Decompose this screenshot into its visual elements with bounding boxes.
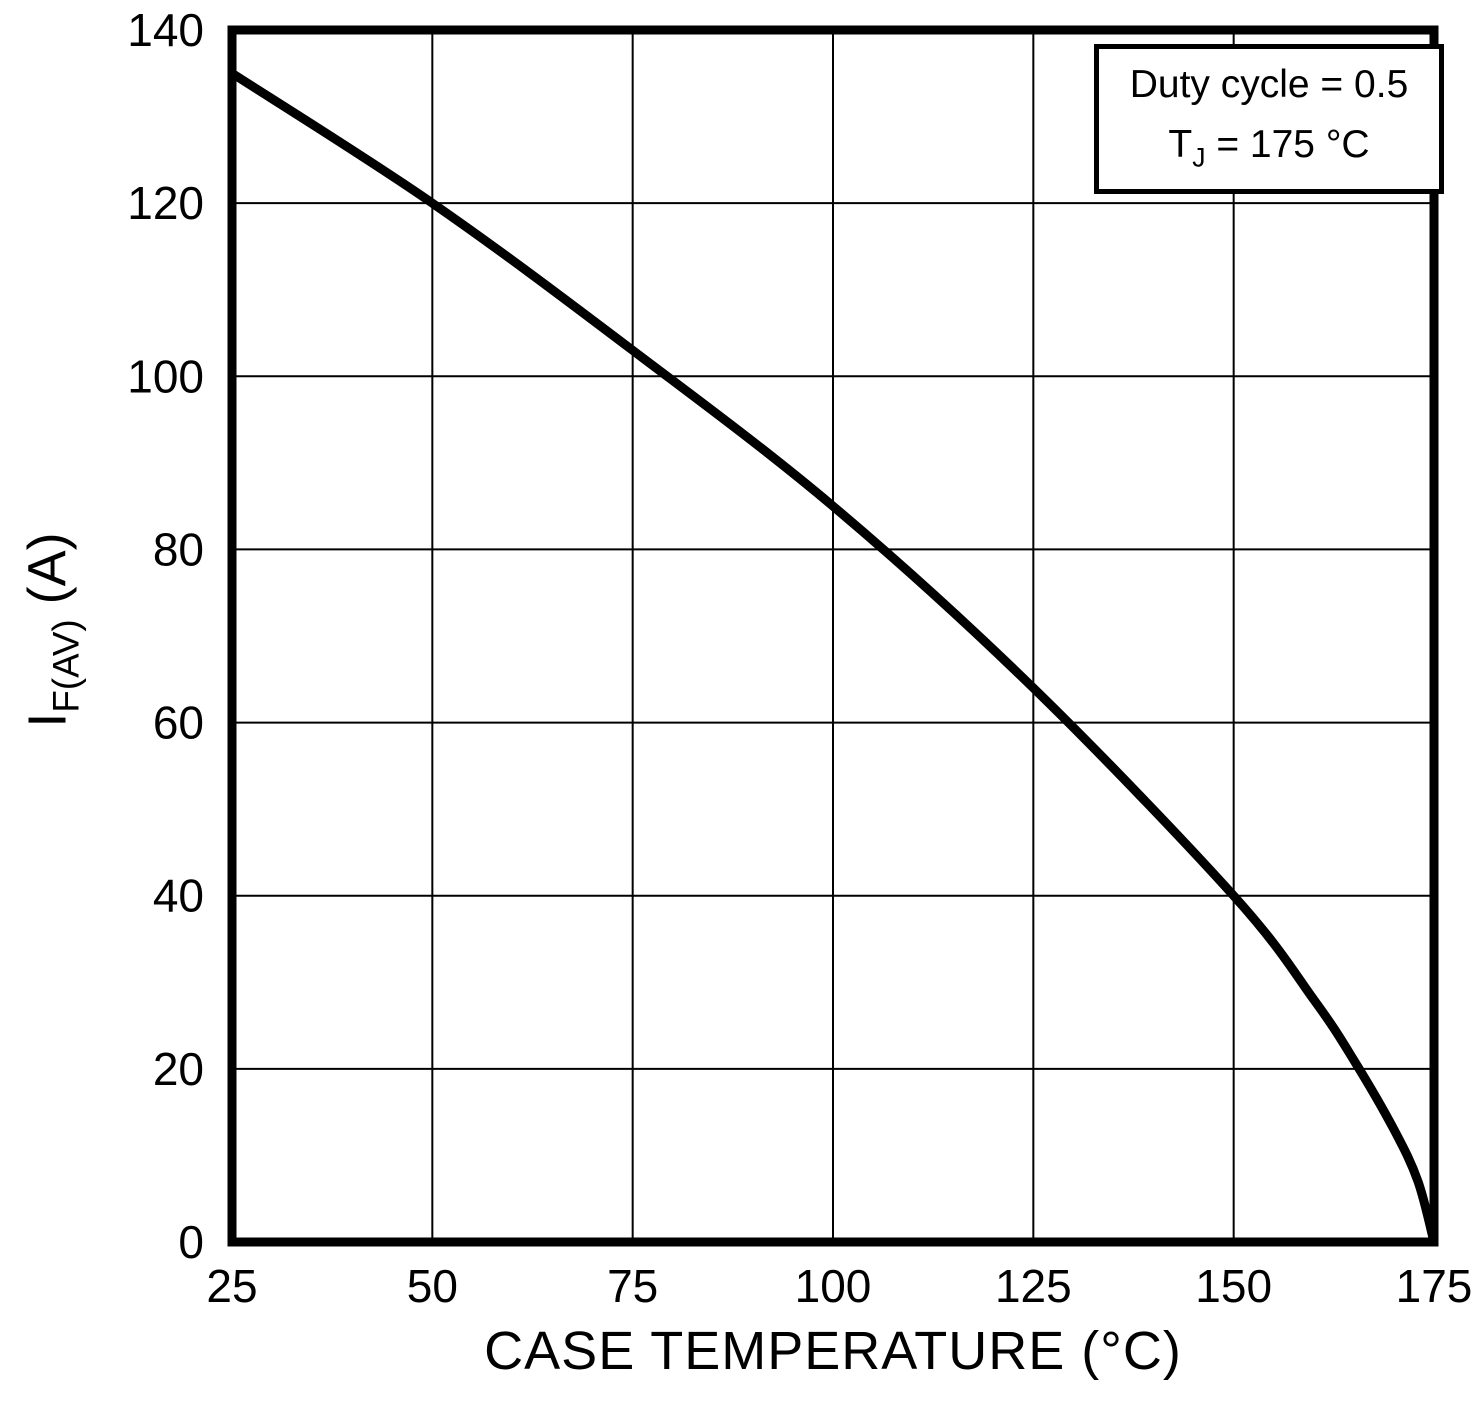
y-tick-label: 100 [127,350,204,402]
x-tick-label: 175 [1396,1260,1473,1312]
y-tick-label: 140 [127,4,204,56]
y-axis-title: IF(AV) (A) [17,532,88,727]
x-tick-label: 150 [1195,1260,1272,1312]
x-tick-label: 25 [206,1260,257,1312]
x-tick-label: 75 [607,1260,658,1312]
y-tick-label: 120 [127,177,204,229]
y-tick-label: 20 [153,1043,204,1095]
y-tick-label: 60 [153,697,204,749]
conditions-annotation-box: Duty cycle = 0.5 TJ = 175 °C [1094,44,1444,194]
y-axis-title-units: (A) [17,532,78,620]
annotation-junction-temp: TJ = 175 °C [1168,123,1370,173]
y-axis-title-symbol: I [17,712,78,728]
x-tick-label: 100 [795,1260,872,1312]
plot-frame [227,25,1439,1247]
x-axis-title: CASE TEMPERATURE (°C) [484,1321,1182,1381]
x-tick-label: 50 [407,1260,458,1312]
y-tick-label: 40 [153,870,204,922]
derating-curve [227,68,1439,1247]
y-axis-title-subscript: F(AV) [45,619,87,713]
x-tick-label: 125 [995,1260,1072,1312]
y-tick-label: 80 [153,523,204,575]
y-tick-label: 0 [178,1216,204,1268]
annotation-duty-cycle: Duty cycle = 0.5 [1129,63,1409,106]
